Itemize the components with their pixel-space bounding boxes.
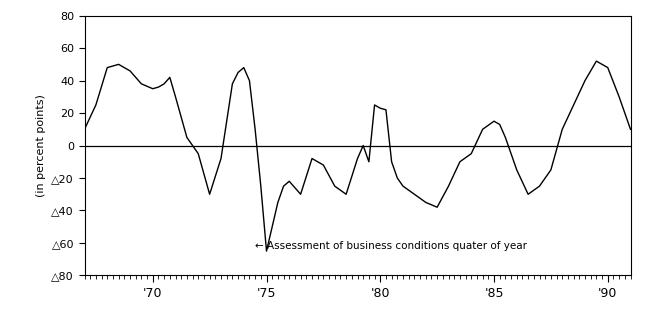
- Y-axis label: (in percent points): (in percent points): [36, 94, 46, 197]
- Text: ← Assessment of business conditions quater of year: ← Assessment of business conditions quat…: [255, 241, 527, 251]
